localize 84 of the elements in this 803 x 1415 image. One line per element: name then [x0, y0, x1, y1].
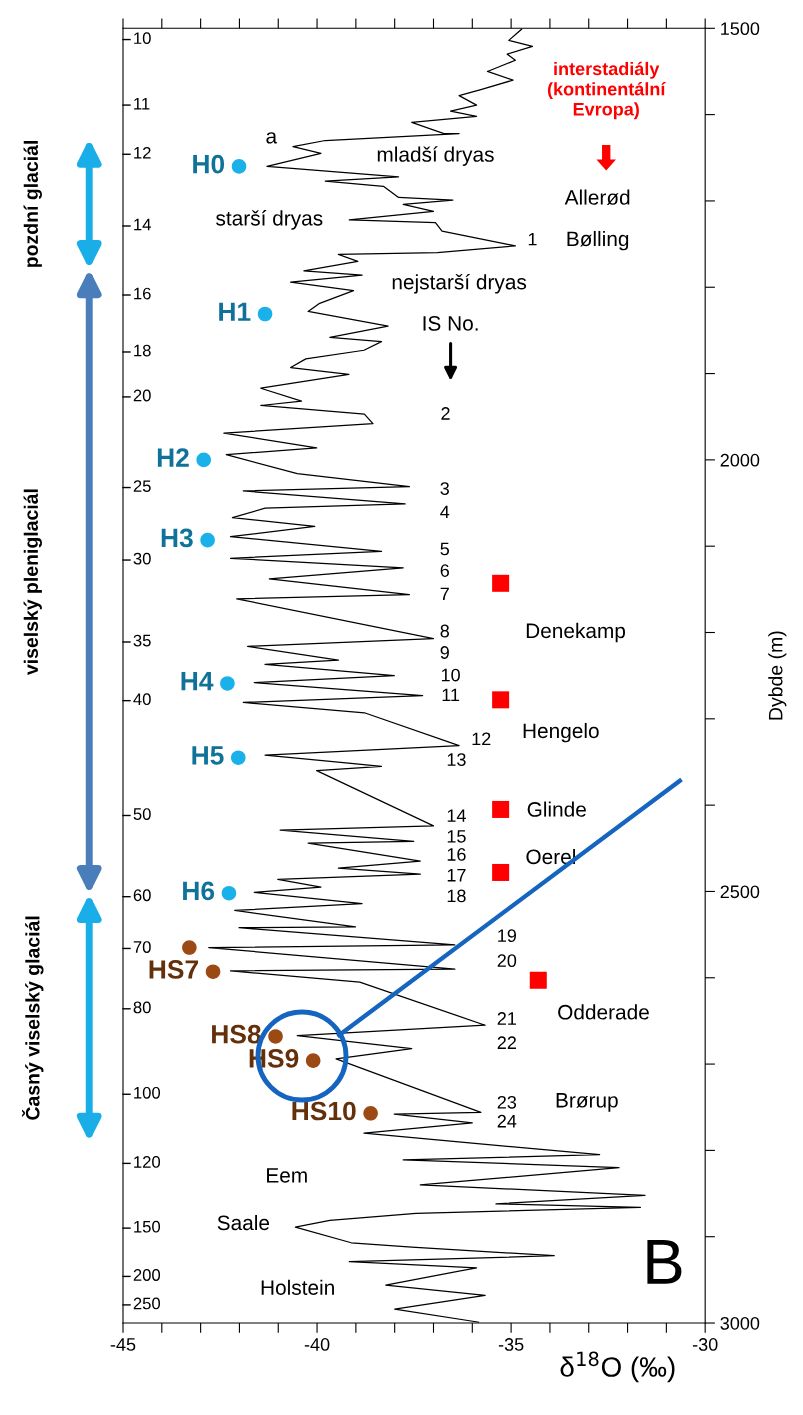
- text: Časný viselský glaciál: [21, 916, 44, 1120]
- annotation: 80: [133, 1001, 151, 1014]
- annotation: 20: [133, 389, 151, 402]
- annotation: Odderade: [558, 1004, 649, 1020]
- annotation: 3: [440, 482, 449, 495]
- text: interstadiály (kontinentální Evropa): [547, 61, 666, 120]
- data-label: HS10: [292, 1101, 356, 1121]
- annotation: 35: [133, 634, 151, 647]
- annotation: Allerød: [564, 189, 630, 205]
- annotation: a: [266, 132, 278, 144]
- annotation: 14: [134, 218, 151, 231]
- data-label: H5: [192, 746, 224, 765]
- annotation: nejstarší dryas: [392, 273, 527, 294]
- annotation: 60: [133, 889, 151, 902]
- annotation: 120: [134, 1156, 161, 1168]
- annotation: Saale: [217, 1214, 270, 1231]
- annotation: 16: [447, 848, 466, 861]
- annotation: 19: [498, 929, 517, 943]
- annotation: 22: [497, 1036, 516, 1049]
- annotation: Brørup: [556, 1093, 618, 1112]
- annotation: 40: [133, 693, 151, 706]
- annotation: Hengelo: [523, 722, 599, 743]
- annotation: 4: [440, 505, 450, 519]
- data-label: H1: [219, 302, 251, 321]
- data-label: HS8: [212, 1024, 261, 1044]
- annotation: Holstein: [261, 1279, 334, 1295]
- annotation: 10: [441, 668, 460, 682]
- annotation: 23: [497, 1095, 517, 1109]
- x-tick-label: -30: [692, 1338, 718, 1351]
- data-label: H3: [161, 528, 193, 548]
- annotation: 100: [134, 1086, 161, 1099]
- annotation: 150: [134, 1220, 161, 1233]
- x-tick-label: -35: [498, 1338, 524, 1351]
- x-axis-title: δ$^{18}$O (‰): [560, 1351, 675, 1383]
- annotation: 8: [440, 624, 449, 638]
- annotation: 16: [134, 287, 151, 300]
- annotation: 11: [442, 688, 460, 702]
- text: B: [647, 1239, 682, 1284]
- annotation: 11: [134, 97, 150, 110]
- annotation: 24: [497, 1114, 517, 1128]
- text: pozdní glaciál: [23, 141, 42, 267]
- annotation: 6: [440, 564, 449, 577]
- annotation: 20: [497, 954, 517, 968]
- annotation: 12: [472, 732, 491, 746]
- annotation: 9: [440, 646, 449, 659]
- y-tick-label: 1500: [721, 22, 760, 36]
- annotation: Denekamp: [526, 622, 626, 643]
- annotation: 1: [528, 232, 537, 246]
- annotation: 21: [497, 1012, 516, 1025]
- annotation: 30: [133, 552, 151, 565]
- data-label: H2: [157, 448, 189, 467]
- data-label: H0: [193, 154, 225, 174]
- data-label: H4: [181, 672, 214, 691]
- y-tick-label: 2000: [720, 453, 760, 467]
- annotation: 250: [133, 1297, 161, 1310]
- annotation: 17: [447, 868, 466, 882]
- annotation: 18: [447, 889, 466, 903]
- annotation: 13: [447, 753, 466, 766]
- annotation: 2: [441, 407, 450, 420]
- annotation: mladší dryas: [377, 146, 494, 166]
- annotation: 10: [134, 32, 151, 45]
- annotation: Glinde: [527, 801, 586, 817]
- annotation: 14: [447, 809, 466, 822]
- y-axis-title: Dybde (m): [768, 631, 787, 720]
- annotation: starší dryas: [216, 210, 323, 230]
- annotation: 15: [447, 830, 466, 843]
- annotation: 18: [134, 344, 151, 357]
- annotation: IS No.: [423, 316, 478, 331]
- text: viselský pleniglaciál: [23, 489, 42, 676]
- annotation: Eem: [267, 1168, 307, 1183]
- annotation: 5: [440, 542, 450, 556]
- annotation: 70: [133, 941, 151, 953]
- annotation: 200: [133, 1269, 161, 1281]
- data-label: H6: [183, 881, 215, 901]
- annotation: 7: [440, 587, 449, 601]
- annotation: 50: [133, 808, 151, 820]
- x-tick-label: -45: [110, 1338, 136, 1351]
- annotation: 25: [133, 480, 151, 493]
- annotation: Bølling: [567, 230, 629, 251]
- data-label: HS7: [149, 960, 198, 979]
- y-tick-label: 2500: [720, 885, 760, 899]
- annotation: 12: [134, 146, 151, 159]
- y-tick-label: 3000: [720, 1316, 760, 1330]
- x-tick-label: -40: [304, 1338, 330, 1351]
